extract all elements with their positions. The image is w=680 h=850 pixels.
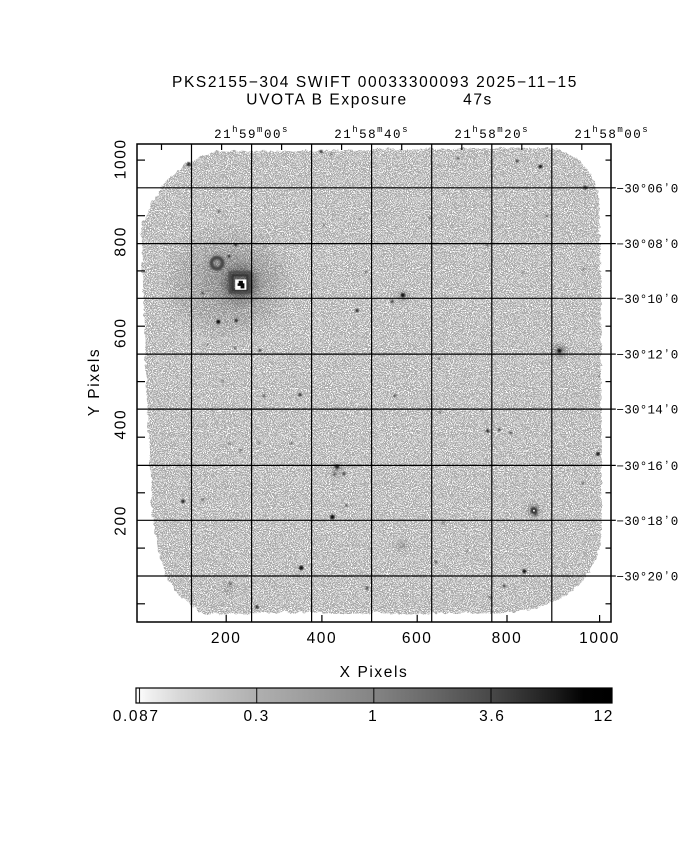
svg-text:0.3: 0.3: [244, 708, 270, 725]
svg-text:−30°18ʼ0: −30°18ʼ0: [617, 515, 679, 529]
svg-text:12: 12: [594, 708, 614, 725]
svg-text:PKS2155−304 SWIFT 00033300093: PKS2155−304 SWIFT 00033300093 2025−11−15: [172, 74, 578, 91]
svg-text:21h58m00s: 21h58m00s: [574, 125, 649, 142]
svg-text:21h59m00s: 21h59m00s: [214, 125, 289, 142]
svg-text:200: 200: [113, 505, 130, 536]
svg-text:800: 800: [492, 630, 523, 647]
svg-text:−30°16ʼ0: −30°16ʼ0: [617, 460, 679, 474]
svg-text:600: 600: [402, 630, 433, 647]
svg-text:X Pixels: X Pixels: [340, 664, 409, 681]
svg-text:−30°12ʼ0: −30°12ʼ0: [617, 349, 679, 363]
svg-text:1000: 1000: [579, 630, 620, 647]
svg-text:600: 600: [113, 317, 130, 348]
svg-text:21h58m40s: 21h58m40s: [334, 125, 409, 142]
svg-text:−30°20ʼ0: −30°20ʼ0: [617, 571, 679, 585]
svg-text:1000: 1000: [113, 138, 130, 179]
svg-text:−30°06ʼ0: −30°06ʼ0: [617, 182, 679, 196]
svg-text:3.6: 3.6: [479, 708, 505, 725]
svg-text:47s: 47s: [463, 92, 493, 109]
svg-text:1: 1: [368, 708, 378, 725]
svg-text:400: 400: [307, 630, 338, 647]
svg-text:21h58m20s: 21h58m20s: [454, 125, 529, 142]
svg-text:0.087: 0.087: [113, 708, 160, 725]
svg-text:−30°10ʼ0: −30°10ʼ0: [617, 293, 679, 307]
svg-text:800: 800: [113, 226, 130, 257]
svg-text:−30°14ʼ0: −30°14ʼ0: [617, 404, 679, 418]
svg-text:Y Pixels: Y Pixels: [86, 348, 103, 417]
svg-text:400: 400: [113, 409, 130, 440]
svg-text:UVOTA B Exposure: UVOTA B Exposure: [246, 92, 407, 109]
svg-text:200: 200: [211, 630, 242, 647]
svg-text:−30°08ʼ0: −30°08ʼ0: [617, 238, 679, 252]
